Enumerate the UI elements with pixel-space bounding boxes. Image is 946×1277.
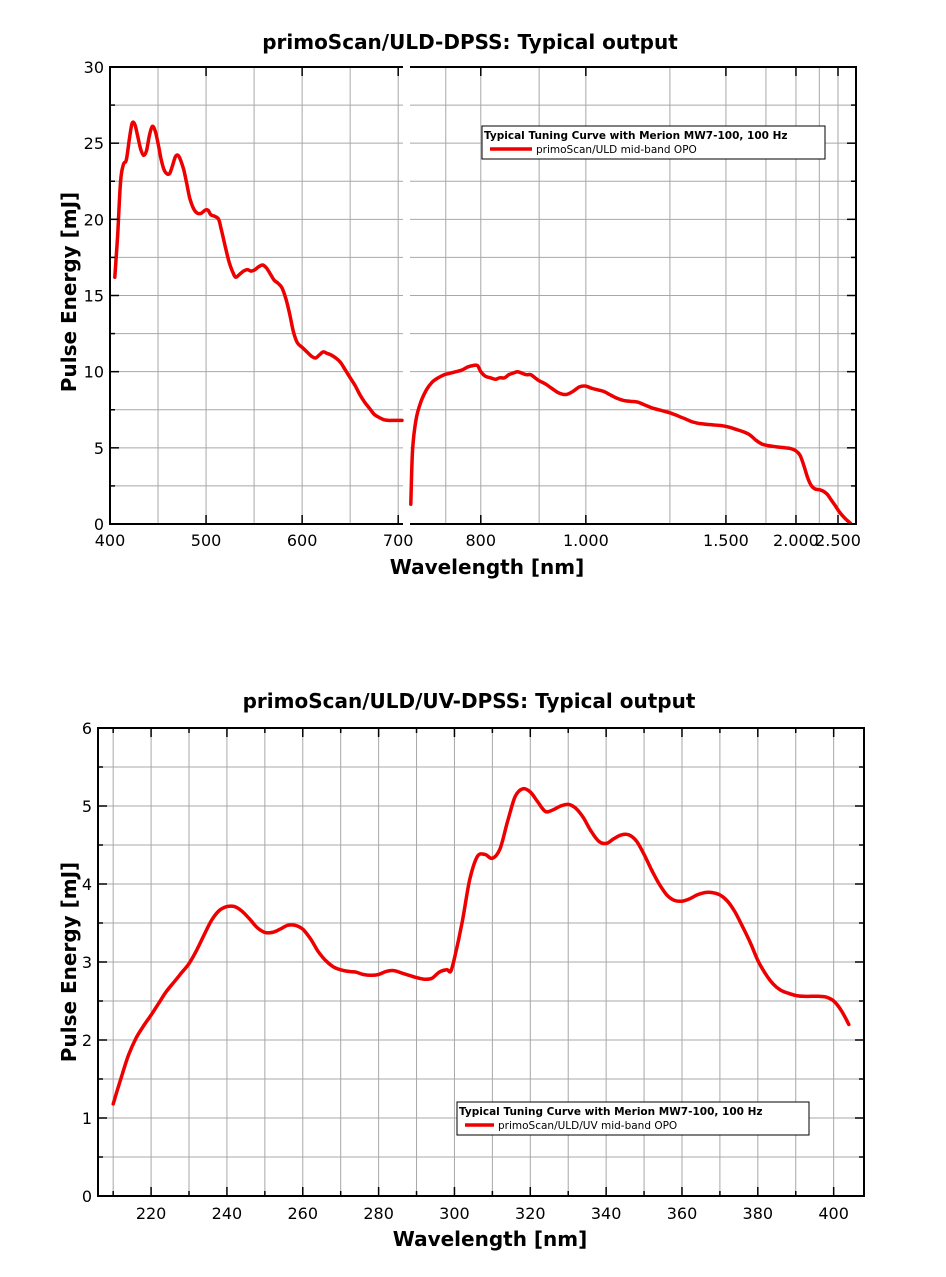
chart-1-gridlines xyxy=(110,67,856,524)
chart-2-x-tick-label: 400 xyxy=(818,1204,849,1223)
chart-1-x-tick-label: 700 xyxy=(383,531,414,550)
chart-2-x-tick-label: 260 xyxy=(287,1204,318,1223)
chart-1-x-tick-label: 2.500 xyxy=(815,531,861,550)
chart-1-legend-entry: primoScan/ULD mid-band OPO xyxy=(536,144,697,156)
chart-1-x-tick-label: 1.000 xyxy=(563,531,609,550)
chart-1-x-tick-label: 800 xyxy=(466,531,497,550)
chart-2-legend-entry: primoScan/ULD/UV mid-band OPO xyxy=(498,1120,677,1132)
chart-1-series-line xyxy=(409,363,853,525)
chart-2-legend: Typical Tuning Curve with Merion MW7-100… xyxy=(456,1101,810,1136)
chart-2-x-tick-label: 240 xyxy=(212,1204,243,1223)
chart-1-x-tick-label: 400 xyxy=(95,531,126,550)
chart-2-y-tick-label: 4 xyxy=(82,875,92,894)
chart-1-x-tick-label: 2.000 xyxy=(773,531,819,550)
chart-2-x-axis-label: Wavelength [nm] xyxy=(393,1227,588,1251)
chart-2: primoScan/ULD/UV-DPSS: Typical output 0 1… xyxy=(57,689,865,1251)
chart-1-series-line xyxy=(113,120,404,423)
chart-2-x-tick-label: 220 xyxy=(136,1204,167,1223)
chart-1-y-tick-label: 25 xyxy=(84,134,104,153)
chart-1-x-tick-label: 500 xyxy=(191,531,222,550)
chart-2-y-tick-labels: 0 1 2 3 4 5 6 xyxy=(82,719,92,1206)
chart-2-series xyxy=(111,786,851,1106)
chart-2-x-tick-labels: 220 240 260 280 300 320 340 360 380 400 xyxy=(136,1204,849,1223)
chart-2-y-tick-label: 2 xyxy=(82,1031,92,1050)
chart-2-legend-title: Typical Tuning Curve with Merion MW7-100… xyxy=(459,1106,763,1118)
chart-2-x-tick-label: 280 xyxy=(363,1204,394,1223)
chart-2-series-line xyxy=(111,786,851,1106)
chart-1-legend-box xyxy=(481,125,826,160)
chart-2-y-tick-label: 1 xyxy=(82,1109,92,1128)
chart-1-y-tick-labels: 0 5 10 15 20 25 30 xyxy=(84,58,104,534)
chart-2-x-tick-label: 360 xyxy=(667,1204,698,1223)
chart-1-y-tick-label: 20 xyxy=(84,210,104,229)
chart-2-x-tick-label: 380 xyxy=(743,1204,774,1223)
chart-2-x-tick-label: 300 xyxy=(439,1204,470,1223)
chart-2-x-tick-label: 340 xyxy=(591,1204,622,1223)
chart-1: primoScan/ULD-DPSS: Typical output 0 5 10 1… xyxy=(57,30,861,579)
chart-2-x-tick-label: 320 xyxy=(515,1204,546,1223)
chart-1-series xyxy=(113,120,853,525)
chart-2-y-tick-label: 5 xyxy=(82,797,92,816)
chart-1-x-tick-label: 1.500 xyxy=(703,531,749,550)
chart-2-y-tick-label: 3 xyxy=(82,953,92,972)
chart-1-y-tick-label: 0 xyxy=(94,515,104,534)
chart-1-title: primoScan/ULD-DPSS: Typical output xyxy=(262,30,678,54)
chart-2-title: primoScan/ULD/UV-DPSS: Typical output xyxy=(243,689,696,713)
chart-1-y-tick-label: 10 xyxy=(84,363,104,382)
chart-1-y-tick-label: 5 xyxy=(94,439,104,458)
chart-1-legend: Typical Tuning Curve with Merion MW7-100… xyxy=(481,125,826,160)
chart-1-y-axis-label: Pulse Energy [mJ] xyxy=(57,192,81,392)
chart-1-x-axis-label: Wavelength [nm] xyxy=(390,555,585,579)
chart-1-y-tick-label: 15 xyxy=(84,287,104,306)
chart-1-legend-title: Typical Tuning Curve with Merion MW7-100… xyxy=(484,130,788,142)
chart-2-legend-box xyxy=(456,1101,810,1136)
chart-2-ticks xyxy=(98,727,864,1197)
chart-1-y-tick-label: 30 xyxy=(84,58,104,77)
chart-2-y-tick-label: 6 xyxy=(82,719,92,738)
chart-1-x-tick-label: 600 xyxy=(287,531,318,550)
chart-2-y-axis-label: Pulse Energy [mJ] xyxy=(57,862,81,1062)
chart-1-ticks xyxy=(109,66,856,525)
chart-2-y-tick-label: 0 xyxy=(82,1187,92,1206)
